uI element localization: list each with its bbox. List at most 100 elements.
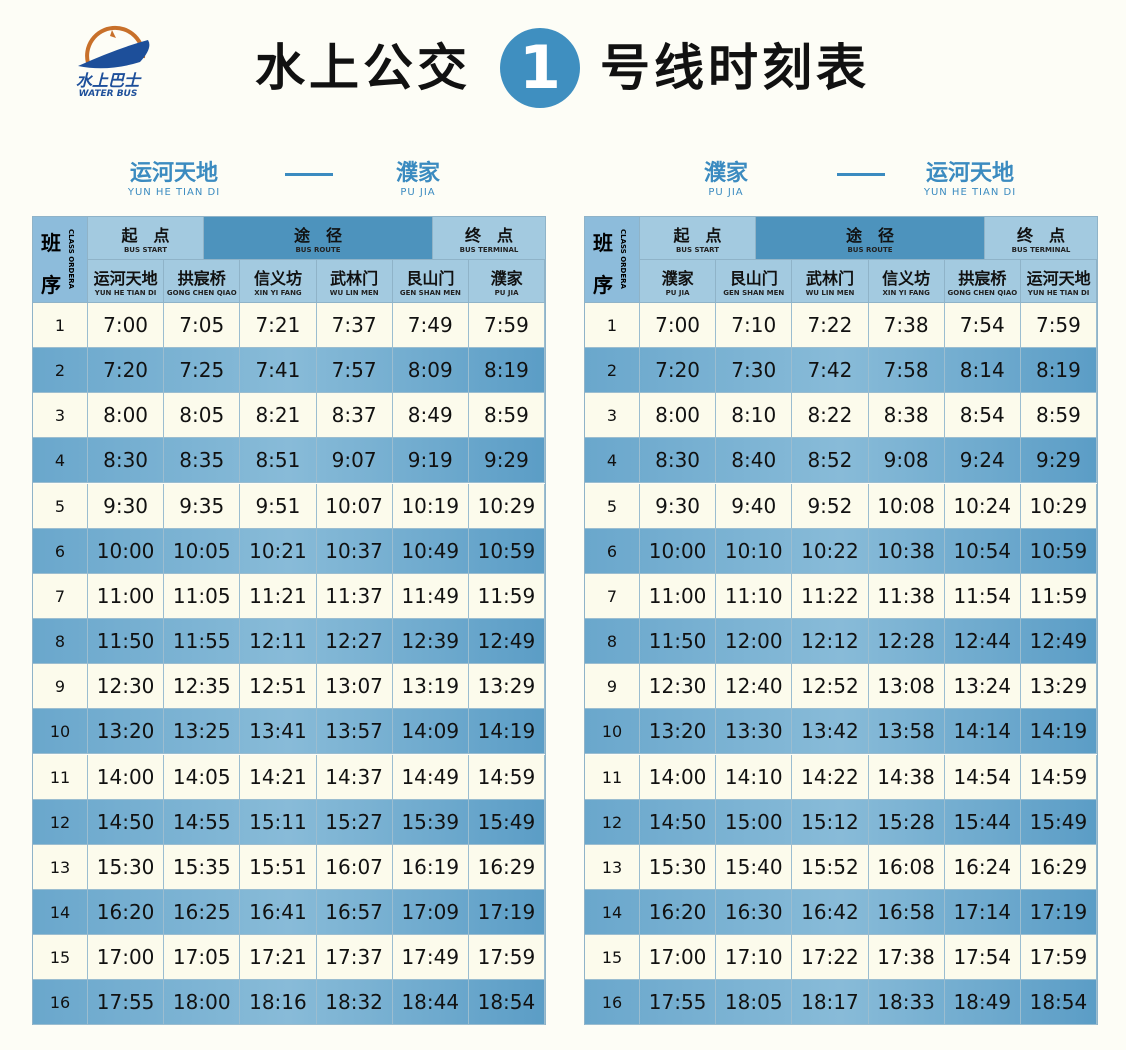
station-header: 运河天地 YUN HE TIAN DI: [88, 260, 165, 303]
departure-time: 9:07: [316, 438, 393, 484]
departure-time: 13:20: [639, 709, 717, 755]
station-name: 拱宸桥: [958, 269, 1007, 288]
terminal-label: 终 点: [464, 226, 513, 245]
departure-time: 17:00: [639, 935, 717, 981]
departure-time: 17:22: [792, 935, 869, 981]
departure-time: 11:59: [468, 573, 546, 619]
station-name-en: GONG CHEN QIAO: [947, 289, 1018, 297]
table-row: 16 17:55 18:00 18:16 18:32 18:44 18:54: [33, 980, 546, 1026]
departure-time: 17:19: [1020, 889, 1098, 935]
seq-number: 10: [33, 709, 88, 755]
departure-time: 10:00: [639, 528, 717, 574]
departure-time: 17:37: [316, 935, 393, 981]
departure-time: 8:10: [716, 393, 793, 439]
station-header: 运河天地 YUN HE TIAN DI: [1021, 260, 1098, 303]
departure-time: 7:20: [87, 348, 165, 394]
departure-time: 15:52: [792, 844, 869, 890]
departure-time: 15:49: [468, 799, 546, 845]
line-number-badge: 1: [500, 28, 580, 108]
departure-time: 10:37: [316, 528, 393, 574]
departure-time: 17:21: [240, 935, 317, 981]
departure-time: 9:35: [164, 483, 241, 529]
departure-time: 7:49: [392, 303, 469, 348]
station-name-en: PU JIA: [494, 289, 519, 297]
departure-time: 17:00: [87, 935, 165, 981]
from-station: 运河天地 YUN HE TIAN DI: [104, 155, 244, 198]
table-row: 8 11:50 11:55 12:11 12:27 12:39 12:49: [33, 619, 546, 665]
departure-time: 18:33: [868, 980, 945, 1026]
departure-time: 9:40: [716, 483, 793, 529]
table-row: 14 16:20 16:25 16:41 16:57 17:09 17:19: [33, 889, 546, 935]
seq-number: 3: [585, 393, 640, 439]
departure-time: 13:57: [316, 709, 393, 755]
departure-time: 17:49: [392, 935, 469, 981]
table-row: 16 17:55 18:05 18:17 18:33 18:49 18:54: [585, 980, 1098, 1026]
departure-time: 13:25: [164, 709, 241, 755]
departure-time: 16:20: [639, 889, 717, 935]
departure-time: 14:22: [792, 754, 869, 800]
departure-time: 9:30: [639, 483, 717, 529]
departure-time: 13:29: [1020, 664, 1098, 710]
departure-time: 16:07: [316, 844, 393, 890]
departure-time: 12:28: [868, 619, 945, 665]
departure-time: 8:59: [1020, 393, 1098, 439]
departure-time: 8:19: [468, 348, 546, 394]
departure-time: 9:52: [792, 483, 869, 529]
departure-time: 12:30: [639, 664, 717, 710]
departure-time: 12:49: [468, 619, 546, 665]
departure-time: 16:57: [316, 889, 393, 935]
station-header: 濮家 PU JIA: [469, 260, 546, 303]
seq-number: 11: [33, 754, 88, 800]
departure-time: 9:29: [1020, 438, 1098, 484]
departure-time: 9:24: [944, 438, 1021, 484]
departure-time: 8:30: [639, 438, 717, 484]
departure-time: 8:40: [716, 438, 793, 484]
table-row: 11 14:00 14:05 14:21 14:37 14:49 14:59: [33, 754, 546, 800]
departure-time: 14:19: [1020, 709, 1098, 755]
seq-number: 6: [33, 528, 88, 574]
departure-time: 9:19: [392, 438, 469, 484]
station-name-en: XIN YI FANG: [254, 289, 302, 297]
from-station-cn: 运河天地: [129, 161, 218, 186]
seq-number: 16: [33, 980, 88, 1026]
station-header: 拱宸桥 GONG CHEN QIAO: [164, 260, 241, 303]
departure-time: 10:59: [1020, 528, 1098, 574]
station-name-en: GONG CHEN QIAO: [166, 289, 237, 297]
departure-time: 8:00: [87, 393, 165, 439]
table-row: 5 9:30 9:40 9:52 10:08 10:24 10:29: [585, 483, 1098, 529]
station-header: 濮家 PU JIA: [640, 260, 717, 303]
departure-time: 11:38: [868, 573, 945, 619]
timetable: 班序 CLASS ORDERA 起 点 BUS START 途 径 BUS ROUTE 终 …: [584, 216, 1098, 1026]
departure-time: 13:58: [868, 709, 945, 755]
departure-time: 7:41: [240, 348, 317, 394]
departure-time: 18:32: [316, 980, 393, 1026]
departure-time: 12:52: [792, 664, 869, 710]
departure-time: 10:22: [792, 528, 869, 574]
departure-time: 10:59: [468, 528, 546, 574]
departure-time: 8:22: [792, 393, 869, 439]
departure-time: 17:14: [944, 889, 1021, 935]
station-header: 武林门 WU LIN MEN: [792, 260, 869, 303]
departure-time: 17:10: [716, 935, 793, 981]
seq-number: 1: [585, 303, 640, 348]
departure-time: 8:05: [164, 393, 241, 439]
table-row: 13 15:30 15:40 15:52 16:08 16:24 16:29: [585, 844, 1098, 890]
departure-time: 8:51: [240, 438, 317, 484]
table-row: 3 8:00 8:10 8:22 8:38 8:54 8:59: [585, 393, 1098, 439]
departure-time: 7:20: [639, 348, 717, 394]
departure-time: 17:59: [468, 935, 546, 981]
departure-time: 7:38: [868, 303, 945, 348]
table-row: 1 7:00 7:05 7:21 7:37 7:49 7:59: [33, 303, 546, 348]
route-label: 途 径: [293, 226, 342, 245]
departure-time: 7:30: [716, 348, 793, 394]
departure-time: 15:51: [240, 844, 317, 890]
departure-time: 18:16: [240, 980, 317, 1026]
departure-time: 13:41: [240, 709, 317, 755]
station-header: 艮山门 GEN SHAN MEN: [716, 260, 793, 303]
departure-time: 12:44: [944, 619, 1021, 665]
seq-number: 13: [585, 844, 640, 890]
departure-time: 8:09: [392, 348, 469, 394]
departure-time: 15:27: [316, 799, 393, 845]
departure-time: 14:49: [392, 754, 469, 800]
departure-time: 14:05: [164, 754, 241, 800]
